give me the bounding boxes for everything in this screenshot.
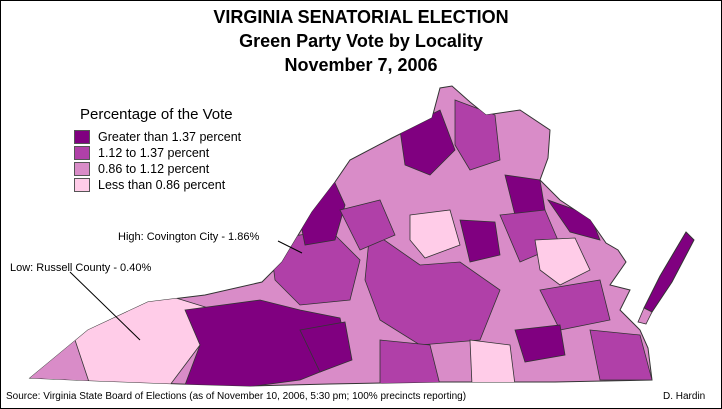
blue-ridge-medium: [339, 199, 396, 251]
legend-item: 0.86 to 1.12 percent: [74, 161, 241, 177]
map-subtitle: Green Party Vote by Locality: [239, 31, 483, 51]
tidewater-light: [534, 237, 591, 286]
legend-swatch: [74, 130, 90, 144]
high-callout: High: Covington City - 1.86%: [118, 231, 260, 243]
legend-label: 1.12 to 1.37 percent: [98, 146, 210, 160]
legend-label: Greater than 1.37 percent: [98, 130, 242, 144]
southside-light: [469, 339, 516, 386]
legend-swatch: [74, 178, 90, 192]
legend-item: Greater than 1.37 percent: [74, 129, 241, 145]
piedmont-medium: [364, 229, 501, 346]
callout-low-leader: [69, 271, 141, 341]
eastern-shore-south: [637, 307, 653, 325]
source-note: Source: Virginia State Board of Election…: [6, 391, 467, 402]
legend-label: Less than 0.86 percent: [98, 178, 226, 192]
tidewater-medium: [539, 279, 611, 331]
hampton-medium: [589, 329, 652, 381]
map-date: November 7, 2006: [284, 55, 438, 75]
legend-swatch: [74, 146, 90, 160]
author-credit: D. Hardin: [663, 391, 706, 402]
map-title: VIRGINIA SENATORIAL ELECTION: [213, 7, 509, 27]
southern-dark-2: [299, 321, 353, 373]
legend-item: 1.12 to 1.37 percent: [74, 145, 241, 161]
callout-high-leader: [277, 240, 303, 254]
legend-title: Percentage of the Vote: [80, 106, 233, 123]
legend: Percentage of the Vote Greater than 1.37…: [74, 106, 241, 193]
legend-item: Less than 0.86 percent: [74, 177, 241, 193]
eastern-shore: [643, 231, 695, 313]
southside-dark: [514, 324, 566, 363]
light-covington: [409, 209, 461, 259]
low-callout: Low: Russell County - 0.40%: [10, 262, 152, 274]
piedmont-dark: [459, 219, 501, 263]
legend-swatch: [74, 162, 90, 176]
legend-label: 0.86 to 1.12 percent: [98, 162, 210, 176]
